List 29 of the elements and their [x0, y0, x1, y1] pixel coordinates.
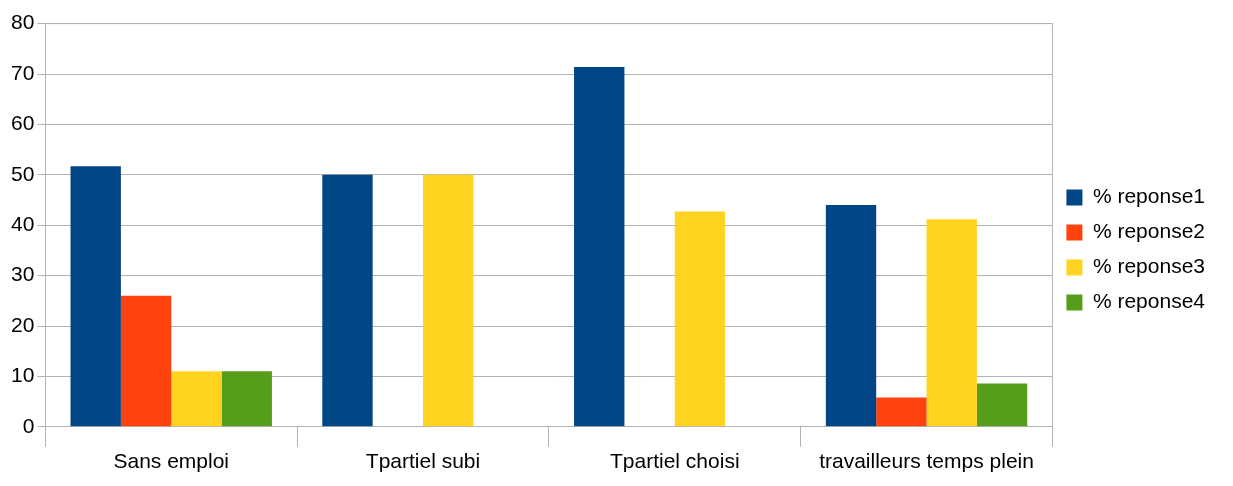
bar: [322, 174, 373, 427]
bar: [976, 383, 1028, 427]
legend-label: % reponse3: [1092, 254, 1205, 278]
y-tick-label: 10: [11, 363, 35, 387]
y-tick-label: 20: [11, 312, 35, 336]
bar: [120, 295, 172, 427]
y-tick-label: 40: [11, 212, 35, 235]
bar: [221, 371, 272, 427]
bar: [423, 174, 474, 427]
bar: [70, 166, 121, 427]
bar: [574, 66, 625, 427]
y-tick-label: 30: [11, 262, 35, 286]
legend-label: % reponse2: [1092, 219, 1205, 243]
x-tick-label: Tpartiel subi: [365, 449, 481, 473]
y-tick-label: 50: [11, 161, 35, 185]
x-tick-label: travailleurs temps plein: [819, 449, 1034, 473]
y-tick-label: 60: [11, 111, 35, 135]
bar: [926, 219, 977, 427]
legend-label: % reponse4: [1092, 289, 1206, 313]
legend-label: % reponse1: [1092, 184, 1205, 208]
bar: [171, 371, 222, 427]
bar: [825, 205, 877, 427]
y-tick-label: 70: [11, 60, 35, 84]
x-tick-label: Sans emploi: [113, 449, 230, 473]
x-tick-label: Tpartiel choisi: [609, 449, 740, 473]
y-tick-label: 80: [11, 10, 35, 34]
bar: [876, 397, 927, 427]
bar: [674, 211, 726, 427]
y-tick-label: 0: [22, 413, 35, 437]
